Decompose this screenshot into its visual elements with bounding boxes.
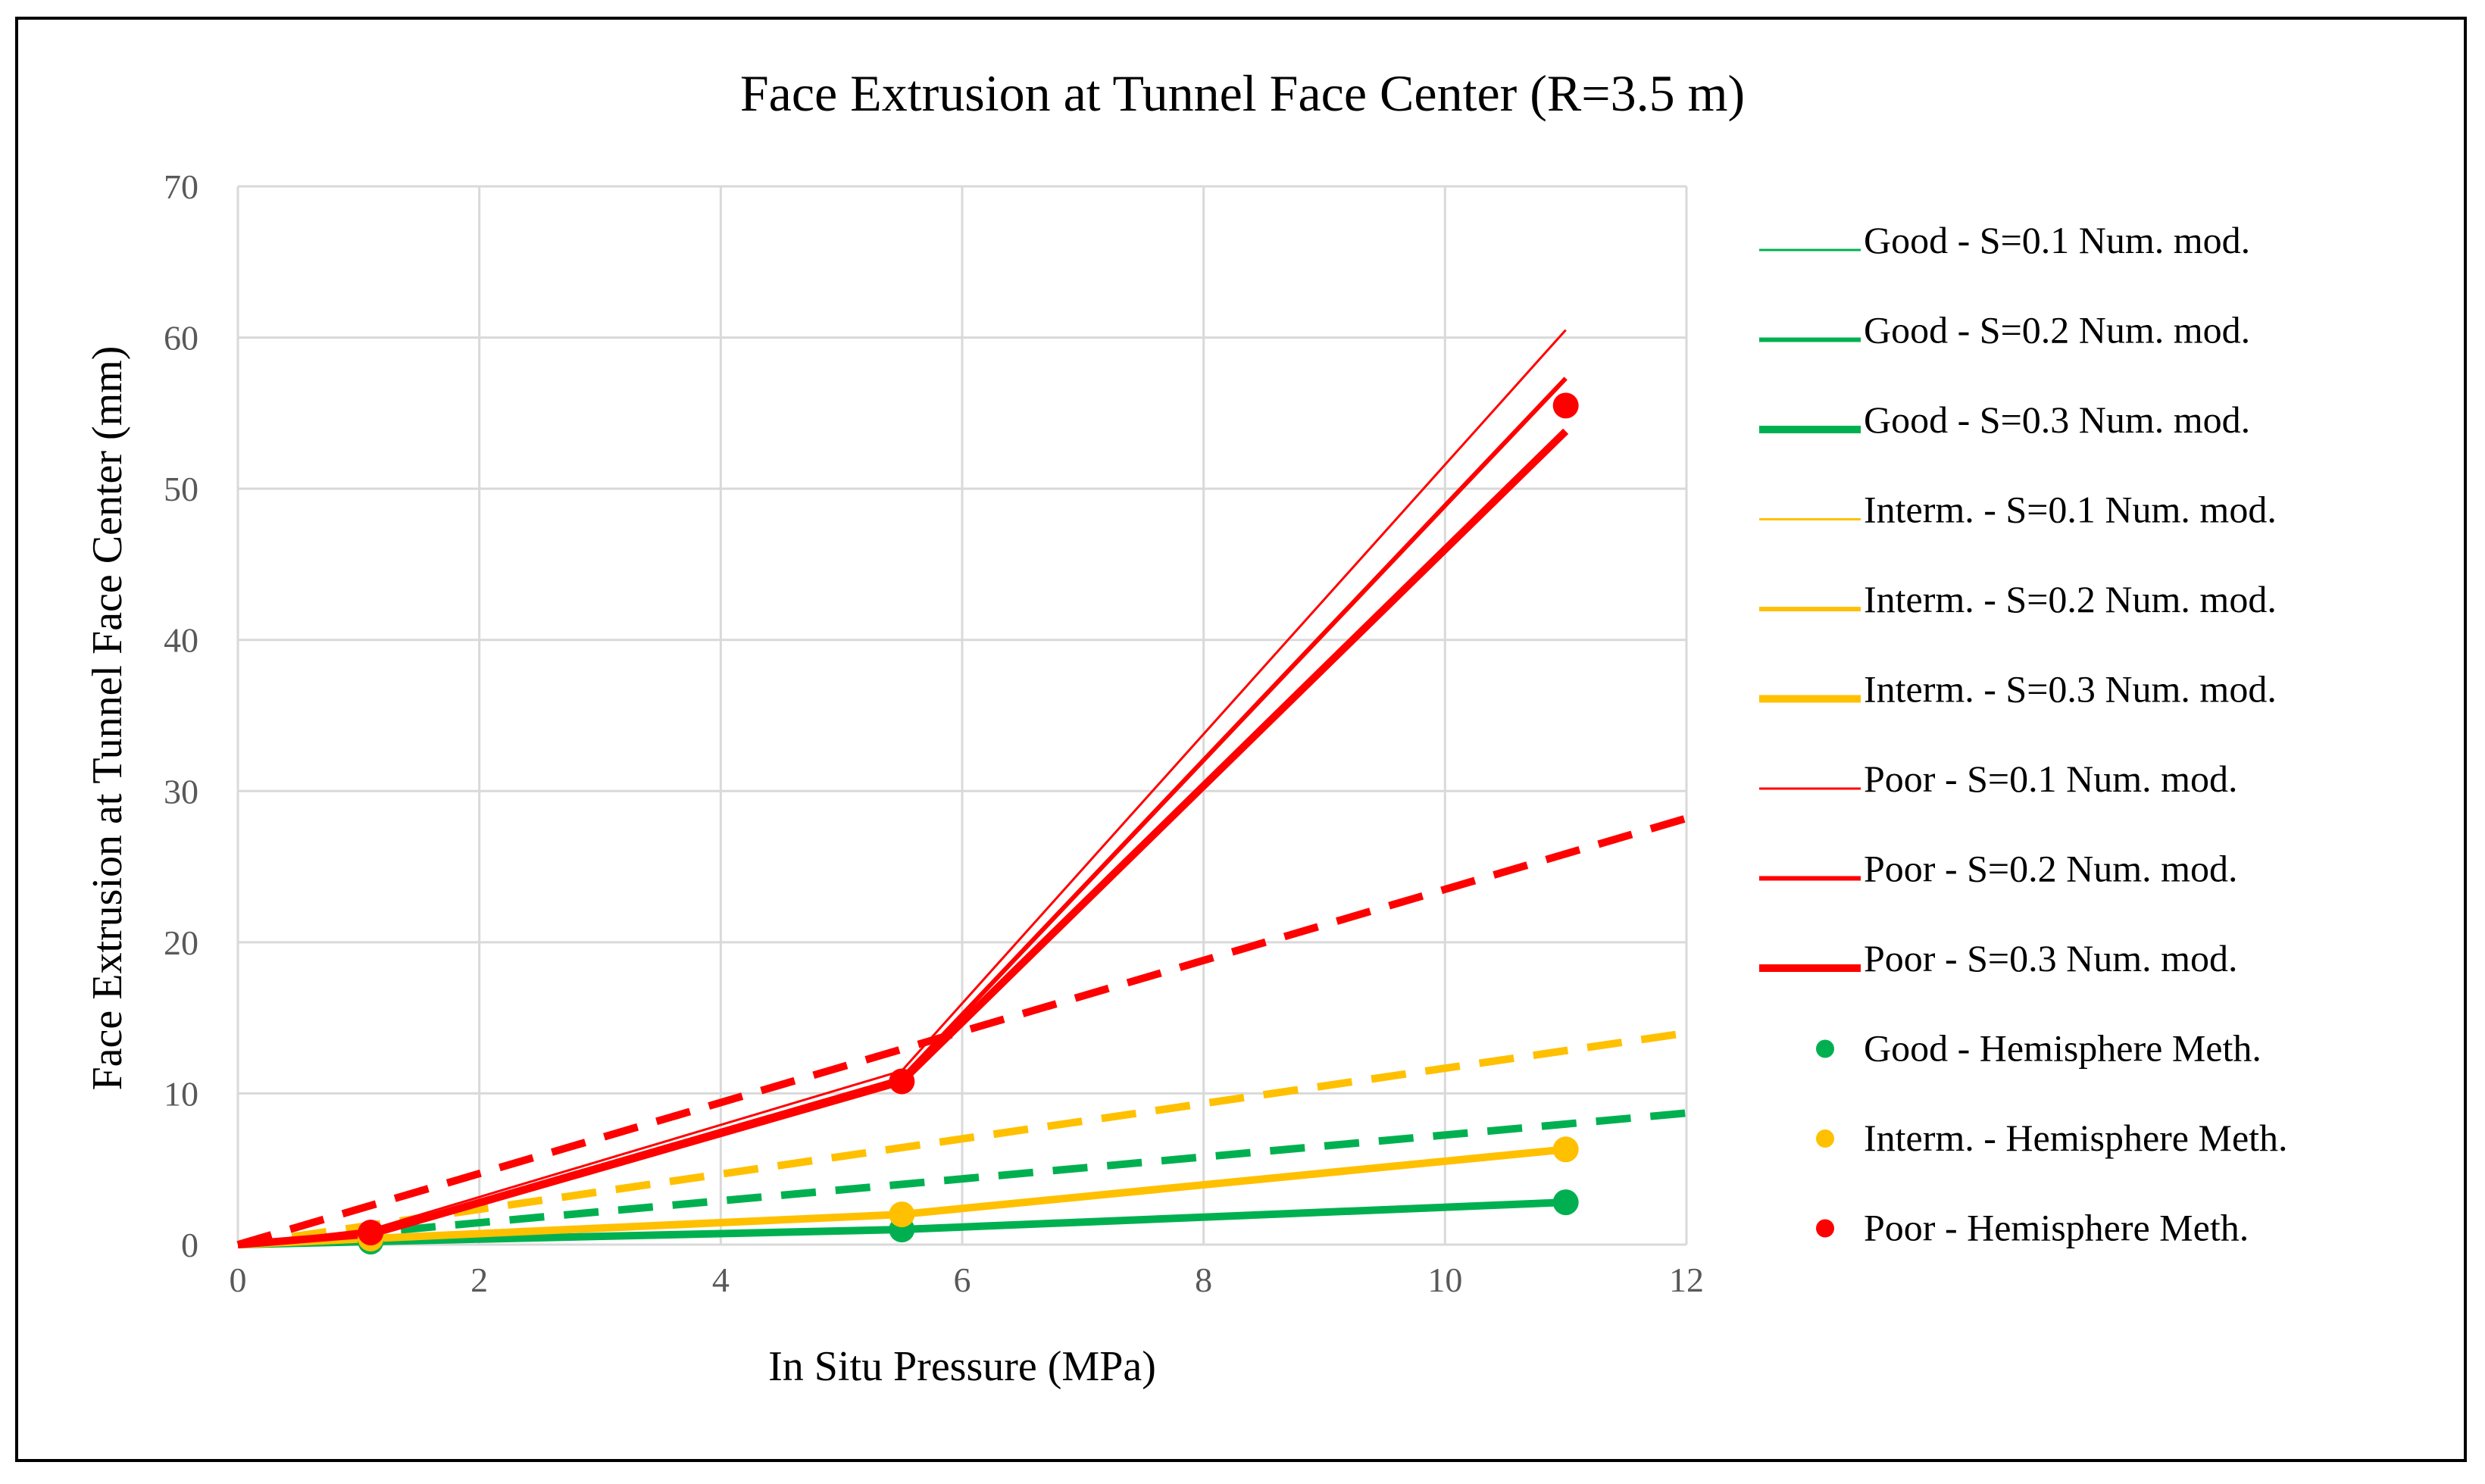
legend-label: Good - S=0.3 Num. mod. [1864,398,2250,441]
legend-label: Interm. - S=0.1 Num. mod. [1864,489,2277,531]
y-axis-label: Face Extrusion at Tunnel Face Center (mm… [84,346,131,1091]
y-tick-label: 20 [164,923,198,962]
x-tick-label: 12 [1669,1261,1704,1299]
data-point-good [1552,1189,1579,1216]
trend-line-good [237,1109,1687,1248]
x-tick-label: 10 [1427,1261,1462,1299]
legend-marker-swatch [1816,1219,1834,1238]
y-tick-label: 40 [164,621,198,660]
x-tick-label: 6 [954,1261,971,1299]
trend-line-poor [236,814,1688,1248]
axis-ticks: 0 2 4 6 8 10 12 0 10 20 30 40 50 60 70 [164,167,1704,1299]
legend-label: Interm. - Hemisphere Meth. [1864,1117,2288,1159]
series-line-poor-1 [237,329,1567,1246]
legend-label: Good - S=0.2 Num. mod. [1864,309,2250,351]
legend-label: Poor - S=0.1 Num. mod. [1864,758,2238,800]
y-tick-label: 10 [164,1074,198,1113]
data-point-interm [1552,1136,1579,1163]
series-points [358,392,1579,1255]
trend-line-interm [237,1029,1687,1248]
chart-title: Face Extrusion at Tunnel Face Center (R=… [740,64,1745,122]
data-point-poor [889,1068,915,1095]
x-tick-label: 4 [712,1261,730,1299]
legend-label: Good - Hemisphere Meth. [1864,1027,2262,1070]
x-tick-label: 0 [230,1261,247,1299]
x-axis-label: In Situ Pressure (MPa) [768,1343,1156,1390]
y-tick-label: 70 [164,167,198,206]
y-tick-label: 50 [164,470,198,508]
data-point-interm [889,1201,915,1228]
x-tick-label: 8 [1195,1261,1212,1299]
series-line-poor-3 [237,428,1569,1248]
legend-label: Good - S=0.1 Num. mod. [1864,219,2250,261]
series-line-poor-2 [237,376,1568,1247]
series-lines [237,329,1569,1248]
y-tick-label: 30 [164,772,198,811]
data-point-poor [358,1220,384,1246]
grid [236,185,1688,1246]
legend-label: Poor - S=0.2 Num. mod. [1864,848,2238,890]
legend-label: Poor - S=0.3 Num. mod. [1864,937,2238,979]
legend-marker-swatch [1816,1129,1834,1148]
legend-label: Interm. - S=0.3 Num. mod. [1864,668,2277,711]
legend-marker-swatch [1816,1039,1834,1058]
data-point-poor [1552,392,1579,419]
y-tick-label: 60 [164,319,198,358]
legend-label: Interm. - S=0.2 Num. mod. [1864,578,2277,620]
legend-label: Poor - Hemisphere Meth. [1864,1207,2249,1249]
x-tick-label: 2 [470,1261,488,1299]
trend-lines [236,814,1688,1248]
y-tick-label: 0 [181,1226,198,1264]
legend: Good - S=0.1 Num. mod. Good - S=0.2 Num. … [1759,219,2288,1249]
